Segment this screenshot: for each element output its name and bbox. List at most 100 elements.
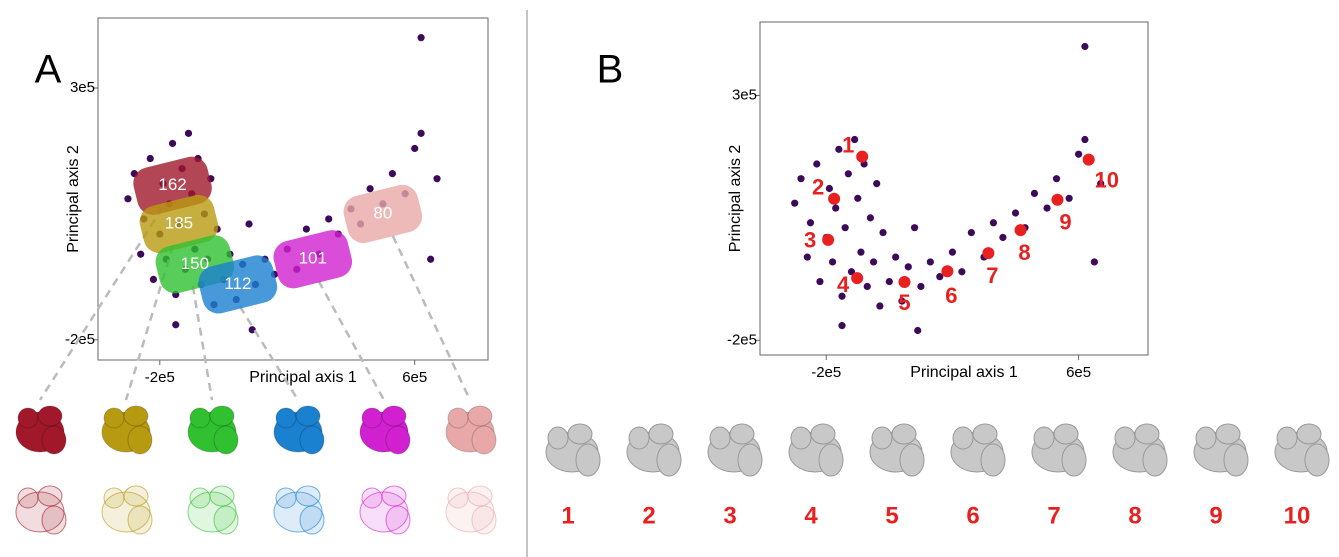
- scatter-point: [1052, 175, 1061, 183]
- map-mesh: [37, 485, 63, 507]
- scatter-point: [184, 129, 193, 137]
- map-mesh: [447, 487, 469, 509]
- plot-frame: [97, 17, 489, 361]
- x-axis-label: Principal axis 1: [910, 364, 1018, 381]
- map-part: [648, 423, 674, 445]
- density-map: [1274, 423, 1330, 477]
- map-mesh: [471, 505, 497, 535]
- x-axis-label: Principal axis 1: [249, 369, 357, 386]
- map-mesh: [17, 487, 39, 509]
- x-tick-label: -2e5: [811, 364, 841, 381]
- scatter-point: [841, 224, 849, 232]
- map-mesh: [127, 505, 153, 535]
- trajectory-label: 8: [1018, 240, 1030, 265]
- trajectory-label: 10: [1094, 167, 1118, 192]
- density-map: [101, 405, 153, 535]
- map-mesh: [275, 487, 297, 509]
- scatter-point: [325, 215, 333, 223]
- map-part: [1223, 443, 1249, 477]
- scatter-point: [838, 322, 846, 330]
- map-part: [790, 426, 812, 450]
- map-part: [871, 426, 893, 450]
- scatter-point: [873, 180, 881, 188]
- scatter-point: [248, 326, 256, 334]
- scatter-point: [958, 268, 966, 276]
- map-part: [818, 443, 844, 477]
- map-number: 1: [561, 502, 574, 529]
- x-tick-label: 6e5: [1066, 364, 1091, 381]
- scatter-point: [172, 321, 180, 329]
- map-part: [1296, 423, 1322, 445]
- map-part: [17, 407, 39, 429]
- map-part: [127, 425, 153, 455]
- scatter-point: [825, 184, 833, 193]
- trajectory-point: [851, 272, 864, 285]
- density-map: [445, 405, 497, 535]
- map-part: [810, 423, 836, 445]
- map-part: [295, 405, 321, 427]
- scatter-point: [1097, 180, 1105, 188]
- cluster-arrow: [391, 235, 472, 401]
- scatter-point: [948, 248, 957, 256]
- map-mesh: [381, 485, 407, 507]
- scatter-point: [417, 129, 425, 137]
- map-part: [1134, 423, 1160, 445]
- map-part: [361, 407, 383, 429]
- scatter-point: [797, 175, 805, 183]
- scatter-point: [1043, 204, 1051, 212]
- y-tick-label: 3e5: [70, 79, 95, 96]
- trajectory-point: [856, 150, 869, 163]
- map-part: [213, 425, 239, 455]
- panel-label: B: [597, 48, 624, 92]
- map-part: [1053, 423, 1079, 445]
- map-mesh: [385, 505, 411, 535]
- cluster-region: [198, 255, 278, 314]
- density-map: [1112, 423, 1168, 477]
- scatter-point: [245, 220, 253, 228]
- map-mesh: [295, 485, 321, 507]
- plot-frame: [759, 21, 1149, 356]
- scatter-point: [168, 139, 177, 148]
- trajectory-point: [898, 276, 911, 289]
- density-map: [187, 405, 239, 535]
- density-map: [359, 405, 411, 535]
- cluster-label: 80: [373, 203, 392, 222]
- map-part: [1195, 426, 1217, 450]
- map-part: [447, 407, 469, 429]
- map-part: [952, 426, 974, 450]
- map-part: [381, 405, 407, 427]
- scatter-point: [137, 250, 145, 258]
- map-part: [299, 425, 325, 455]
- scatter-point: [1081, 42, 1089, 51]
- trajectory-label: 5: [898, 290, 910, 315]
- map-mesh: [299, 505, 325, 535]
- scatter-point: [302, 225, 310, 233]
- map-part: [41, 425, 67, 455]
- map-part: [656, 443, 682, 477]
- scatter-point: [1075, 150, 1083, 158]
- map-number: 9: [1209, 502, 1222, 529]
- map-number: 3: [723, 502, 736, 529]
- scatter-point: [433, 175, 441, 183]
- trajectory-point: [828, 192, 841, 205]
- map-mesh: [467, 485, 493, 507]
- scatter-point: [816, 277, 824, 286]
- trajectory-label: 4: [837, 272, 850, 297]
- map-part: [737, 443, 763, 477]
- y-tick-label: 3e5: [732, 86, 757, 103]
- map-part: [385, 425, 411, 455]
- scatter-point: [898, 297, 906, 305]
- trajectory-label: 3: [804, 228, 816, 253]
- scatter-point: [1030, 189, 1039, 197]
- map-part: [729, 423, 755, 445]
- scatter-point: [866, 214, 875, 222]
- scatter-point: [904, 263, 912, 271]
- trajectory-point: [1014, 224, 1027, 237]
- cluster-label: 162: [158, 175, 186, 194]
- scatter-point: [791, 199, 799, 207]
- y-axis-label: Principal axis 2: [65, 145, 82, 253]
- panel-label: A: [35, 48, 62, 92]
- x-tick-label: 6e5: [402, 369, 427, 386]
- map-part: [567, 423, 593, 445]
